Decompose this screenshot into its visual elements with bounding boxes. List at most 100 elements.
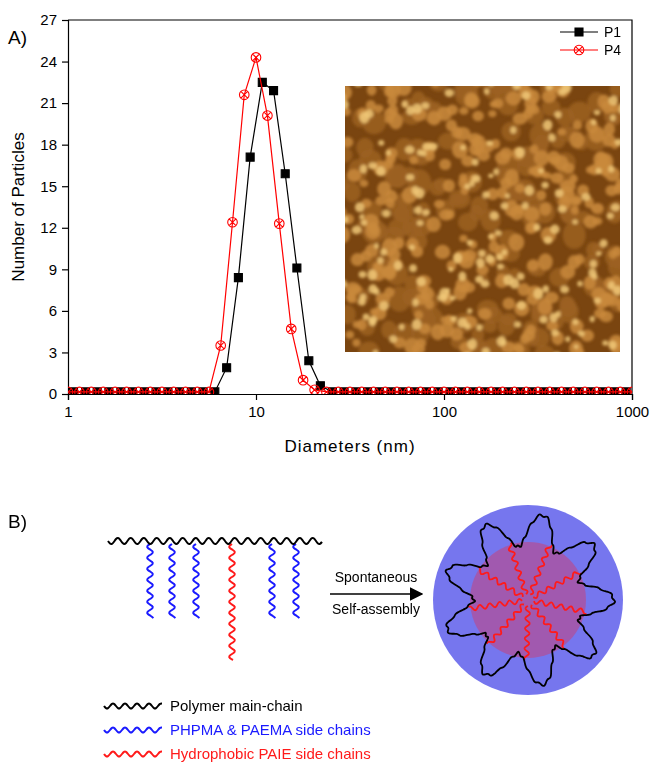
afm-grain	[389, 335, 397, 343]
core-chain	[509, 543, 528, 595]
x-tick-label: 100	[432, 403, 457, 420]
core-chain	[524, 606, 530, 660]
afm-grain	[445, 89, 454, 97]
data-point	[246, 153, 254, 161]
data-point	[216, 341, 226, 351]
afm-grain	[467, 339, 477, 350]
x-tick: 1	[64, 394, 72, 420]
afm-grain	[501, 122, 521, 142]
afm-grain	[425, 299, 434, 309]
core-chain	[487, 604, 524, 643]
afm-grain	[617, 298, 620, 313]
micelle-main-chain	[446, 514, 615, 686]
core-chain	[531, 605, 564, 648]
y-tick: 15	[40, 178, 68, 195]
y-tick-label: 12	[40, 219, 57, 236]
data-point	[439, 387, 449, 394]
x-axis-title: Diameters (nm)	[284, 437, 415, 456]
afm-grain	[586, 166, 595, 173]
afm-grain	[514, 301, 529, 316]
afm-grain	[498, 316, 515, 336]
data-point	[615, 387, 625, 394]
data-point	[533, 387, 543, 394]
afm-grain	[558, 128, 566, 135]
data-point	[380, 387, 390, 394]
y-tick-mark	[62, 311, 68, 312]
afm-grain	[448, 267, 453, 272]
afm-grain	[377, 257, 383, 263]
afm-grain	[376, 166, 385, 176]
afm-grain	[435, 245, 451, 259]
afm-grain	[354, 86, 363, 87]
afm-grain	[550, 173, 563, 184]
data-point	[604, 387, 614, 394]
data-point	[274, 219, 284, 229]
diagram-legend-label: Hydrophobic PAIE side chains	[170, 745, 371, 762]
y-tick-mark	[62, 352, 68, 353]
afm-grain	[537, 190, 546, 201]
afm-grain	[525, 186, 534, 196]
afm-grain	[409, 264, 417, 272]
afm-grain	[388, 105, 398, 117]
afm-grain	[412, 299, 418, 306]
afm-grain	[489, 86, 494, 87]
afm-grain	[581, 193, 590, 201]
data-point	[474, 387, 484, 394]
afm-grain	[380, 248, 387, 255]
afm-grain	[563, 222, 586, 249]
afm-grain	[517, 301, 526, 310]
y-tick-label: 6	[49, 302, 57, 319]
diagram-legend-sample	[104, 727, 162, 732]
afm-grain	[483, 321, 497, 333]
afm-grain	[450, 296, 456, 301]
core-chain	[468, 599, 522, 610]
afm-grain	[472, 159, 479, 166]
afm-grain	[478, 308, 492, 320]
afm-grain	[363, 314, 370, 320]
side-chain-hydrophilic	[293, 544, 299, 618]
side-chain-hydrophilic	[193, 544, 199, 618]
afm-grain	[533, 288, 543, 299]
afm-grain	[549, 133, 556, 141]
afm-grain	[568, 102, 591, 123]
afm-grain	[550, 225, 559, 234]
data-point	[281, 170, 289, 178]
series	[70, 78, 631, 394]
y-tick-mark	[62, 145, 68, 146]
afm-grain	[543, 119, 552, 130]
afm-grain	[345, 86, 352, 100]
data-point	[333, 387, 343, 394]
core-chain	[534, 600, 587, 614]
y-tick-label: 21	[40, 94, 57, 111]
data-point	[239, 90, 249, 100]
afm-grain	[515, 147, 525, 158]
x-tick: 100	[432, 394, 457, 420]
micelle-shell	[433, 505, 623, 695]
afm-grain	[603, 292, 612, 301]
y-tick: 3	[49, 344, 68, 361]
afm-grain	[514, 343, 523, 351]
afm-grain	[571, 206, 579, 215]
afm-grain	[476, 324, 482, 331]
y-tick-mark	[62, 228, 68, 229]
afm-grain	[360, 165, 367, 174]
afm-grain	[373, 350, 378, 352]
plot-frame	[68, 20, 632, 394]
arrow-label: Self-assembly	[332, 601, 420, 617]
data-point	[369, 387, 379, 394]
afm-grain	[553, 352, 562, 353]
data-point	[157, 387, 167, 394]
afm-grain	[386, 150, 391, 155]
side-chain-hydrophilic	[169, 544, 175, 618]
y-axis: 0369121518212427	[40, 11, 68, 402]
afm-grain	[600, 239, 608, 247]
afm-grain	[527, 259, 539, 271]
afm-grain	[417, 277, 426, 286]
afm-grain	[578, 331, 585, 337]
x-tick-label: 1	[64, 403, 72, 420]
afm-grain	[374, 104, 384, 112]
afm-grain	[439, 159, 451, 170]
x-tick: 10	[248, 394, 265, 420]
afm-grain	[555, 189, 564, 197]
afm-grain	[544, 237, 553, 245]
